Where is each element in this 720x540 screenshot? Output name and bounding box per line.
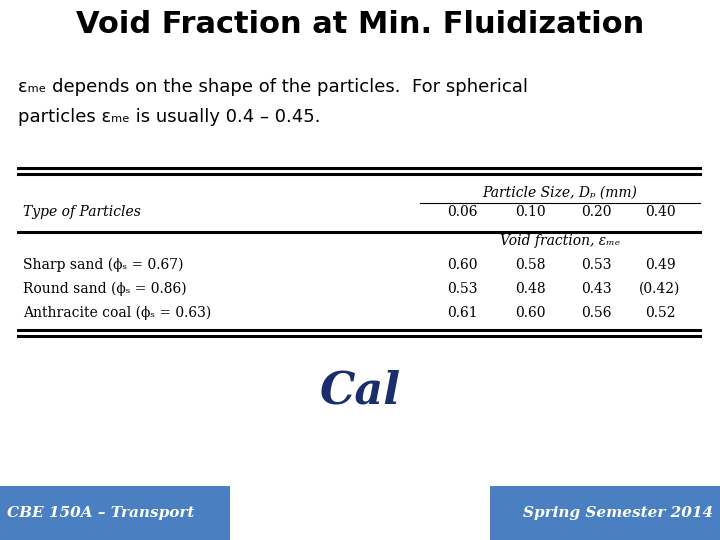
Text: 0.20: 0.20 bbox=[581, 205, 611, 219]
Text: 0.06: 0.06 bbox=[446, 205, 477, 219]
Text: 0.58: 0.58 bbox=[515, 258, 545, 272]
Text: (0.42): (0.42) bbox=[639, 282, 680, 296]
Text: Particle Size, Dₚ (mm): Particle Size, Dₚ (mm) bbox=[482, 186, 637, 200]
Text: Sharp sand (ϕₛ = 0.67): Sharp sand (ϕₛ = 0.67) bbox=[23, 258, 184, 272]
Text: Cal: Cal bbox=[320, 370, 400, 413]
Text: 0.10: 0.10 bbox=[515, 205, 545, 219]
Text: Void Fraction at Min. Fluidization: Void Fraction at Min. Fluidization bbox=[76, 10, 644, 39]
Text: Void fraction, εₘₑ: Void fraction, εₘₑ bbox=[500, 234, 620, 248]
Text: 0.56: 0.56 bbox=[581, 306, 611, 320]
Text: Round sand (ϕₛ = 0.86): Round sand (ϕₛ = 0.86) bbox=[23, 282, 186, 296]
Text: 0.61: 0.61 bbox=[446, 306, 477, 320]
Text: 0.40: 0.40 bbox=[644, 205, 675, 219]
FancyBboxPatch shape bbox=[0, 486, 230, 540]
Text: 0.60: 0.60 bbox=[446, 258, 477, 272]
Text: 0.60: 0.60 bbox=[515, 306, 545, 320]
Text: 0.53: 0.53 bbox=[581, 258, 611, 272]
Text: Spring Semester 2014: Spring Semester 2014 bbox=[523, 506, 713, 520]
Text: εₘₑ depends on the shape of the particles.  For spherical: εₘₑ depends on the shape of the particle… bbox=[18, 78, 528, 96]
Text: 0.48: 0.48 bbox=[515, 282, 545, 296]
Text: CBE 150A – Transport: CBE 150A – Transport bbox=[7, 506, 194, 520]
FancyBboxPatch shape bbox=[490, 486, 720, 540]
Text: 0.43: 0.43 bbox=[581, 282, 611, 296]
Text: 0.52: 0.52 bbox=[644, 306, 675, 320]
Text: Type of Particles: Type of Particles bbox=[23, 205, 141, 219]
Text: particles εₘₑ is usually 0.4 – 0.45.: particles εₘₑ is usually 0.4 – 0.45. bbox=[18, 108, 320, 126]
Text: 0.53: 0.53 bbox=[446, 282, 477, 296]
Text: Anthracite coal (ϕₛ = 0.63): Anthracite coal (ϕₛ = 0.63) bbox=[23, 306, 211, 320]
Text: 0.49: 0.49 bbox=[644, 258, 675, 272]
